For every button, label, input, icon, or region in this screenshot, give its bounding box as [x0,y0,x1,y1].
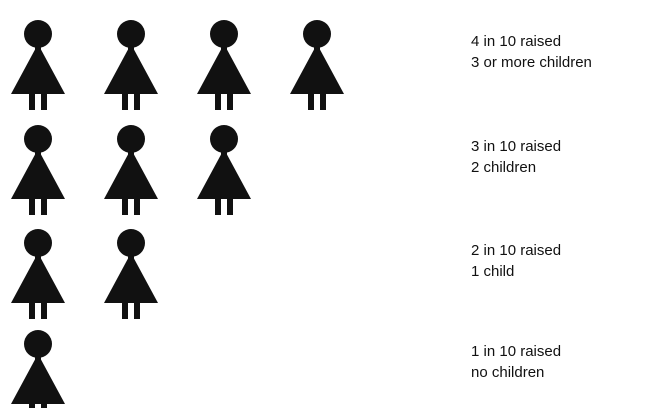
row-label: 2 in 10 raised [471,242,561,259]
row-label: 4 in 10 raised [471,33,561,50]
icon [197,20,251,110]
icon-row [11,125,251,215]
icon-head [24,125,52,153]
icon [104,125,158,215]
icon-leg [134,302,140,319]
icon-head [117,229,145,257]
icon-head [24,229,52,257]
icon-leg [308,93,314,110]
icon [11,330,65,408]
icon-head [210,125,238,153]
icon-body [11,44,65,94]
icon-body [104,44,158,94]
icon-head [117,20,145,48]
icon-leg [215,93,221,110]
row-label: 3 in 10 raised [471,138,561,155]
icon [11,229,65,319]
row-label: no children [471,364,544,381]
icon-body [11,149,65,199]
icon [197,125,251,215]
row-label: 1 in 10 raised [471,343,561,360]
icon [11,20,65,110]
icon-leg [29,93,35,110]
icon-leg [227,198,233,215]
icon-row [11,330,65,408]
icon-row [11,20,344,110]
icon-leg [29,302,35,319]
icon-leg [134,93,140,110]
icon-body [197,149,251,199]
row-label: 2 children [471,159,536,176]
icon-body [197,44,251,94]
icon [290,20,344,110]
icon-leg [41,93,47,110]
icon-head [24,330,52,358]
icon-leg [227,93,233,110]
icon-row [11,229,158,319]
icon-head [210,20,238,48]
icon [104,20,158,110]
icon-leg [29,198,35,215]
icon-leg [41,198,47,215]
icon [104,229,158,319]
icon-leg [41,302,47,319]
row-label: 1 child [471,263,514,280]
icon-leg [134,198,140,215]
icon-head [303,20,331,48]
icon-leg [29,403,35,408]
icon-head [117,125,145,153]
icon-body [11,354,65,404]
row-label: 3 or more children [471,54,592,71]
icon-leg [122,302,128,319]
icon-leg [215,198,221,215]
icon-leg [122,93,128,110]
icon-leg [41,403,47,408]
icon-body [104,253,158,303]
icon-head [24,20,52,48]
icon [11,125,65,215]
icon-body [290,44,344,94]
icon-leg [122,198,128,215]
icon-leg [320,93,326,110]
icon-body [104,149,158,199]
icon-body [11,253,65,303]
